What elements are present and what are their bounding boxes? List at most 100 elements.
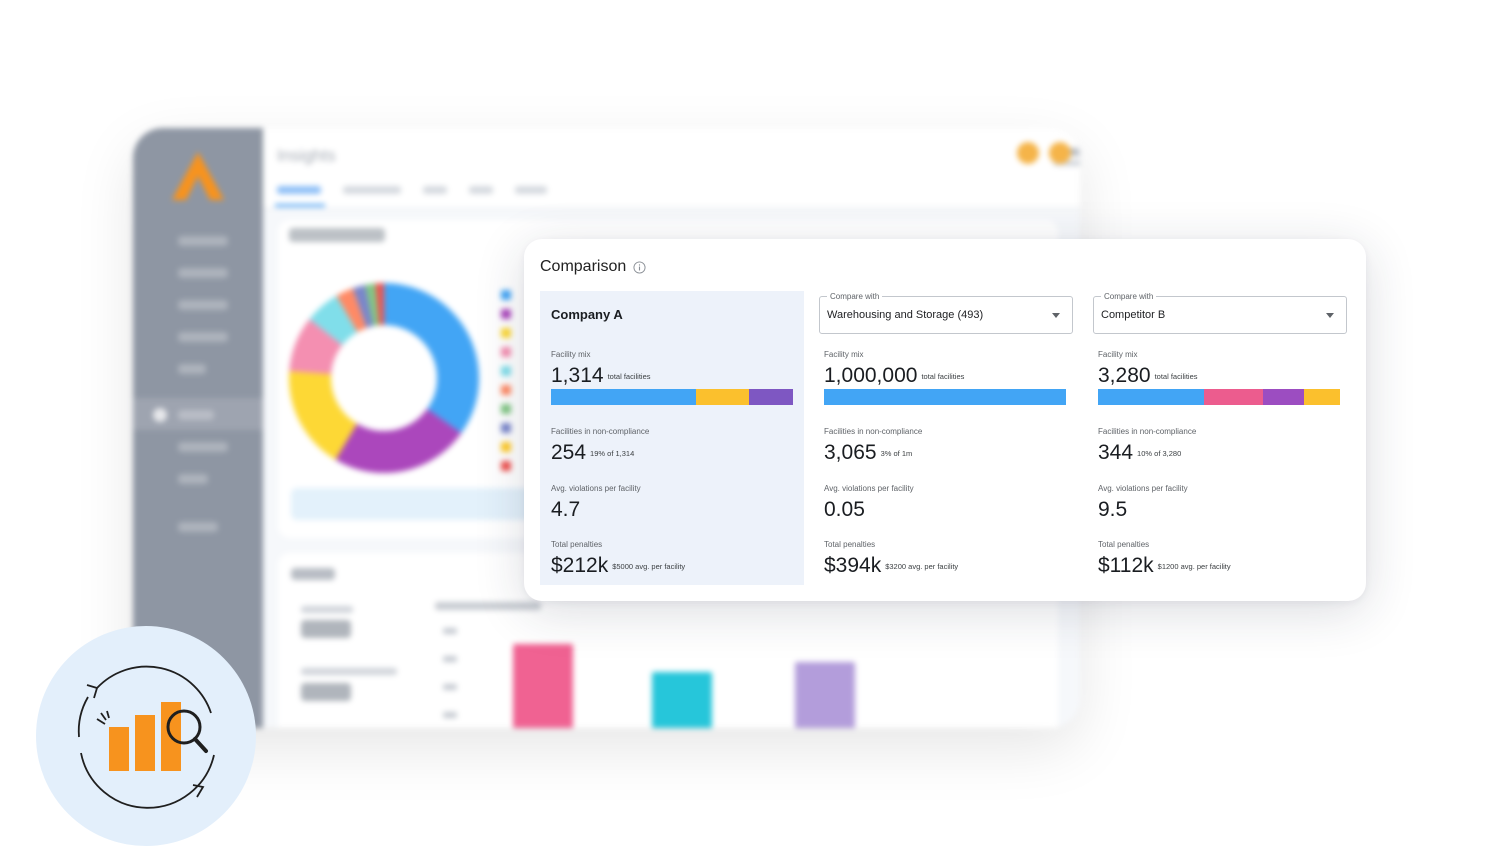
bar [652, 672, 712, 728]
facility-mix-suffix: total facilities [921, 372, 965, 381]
select-label: Compare with [827, 291, 883, 302]
tab[interactable] [469, 186, 493, 194]
violations-label: Avg. violations per facility [1098, 484, 1188, 493]
legend-swatch [501, 423, 511, 433]
noncompliance-label: Facilities in non-compliance [824, 427, 923, 436]
page-title: Insights [277, 146, 336, 165]
violations-label: Avg. violations per facility [551, 484, 641, 493]
facility-donut-chart [289, 283, 479, 473]
y-axis-label [443, 712, 457, 718]
noncompliance-value: 254 19% of 1,314 [551, 441, 635, 464]
legend-swatch [501, 385, 511, 395]
noncompliance-value: 344 10% of 3,280 [1098, 441, 1182, 464]
sidebar-item[interactable] [178, 332, 228, 342]
sidebar-item[interactable] [178, 236, 228, 246]
app-header: Insights [263, 128, 1080, 209]
info-banner [291, 488, 531, 520]
tab[interactable] [515, 186, 547, 194]
tab[interactable] [343, 186, 401, 194]
noncompliance-label: Facilities in non-compliance [551, 427, 650, 436]
violations-label: Avg. violations per facility [824, 484, 914, 493]
legend-swatch [501, 290, 511, 300]
facilities-title [289, 228, 385, 242]
facility-mix-suffix: total facilities [1154, 372, 1198, 381]
facility-mix-segment [696, 389, 750, 405]
noncompliance-label: Facilities in non-compliance [1098, 427, 1197, 436]
select-label: Compare with [1101, 291, 1157, 302]
sidebar-item[interactable] [178, 522, 218, 532]
legend-swatch [501, 309, 511, 319]
penalties-value: $112k $1200 avg. per facility [1098, 554, 1231, 577]
penalties-value: $394k $3200 avg. per facility [824, 554, 959, 577]
legend-swatch [501, 461, 511, 471]
penalties-sub: $1200 avg. per facility [1157, 562, 1231, 571]
noncompliance-sub: 10% of 3,280 [1137, 449, 1182, 458]
tab[interactable] [277, 186, 321, 194]
facility-mix-suffix: total facilities [607, 372, 651, 381]
facility-mix-bar [551, 389, 793, 405]
violations-value: 9.5 [1098, 498, 1128, 521]
dropdown-arrow-icon[interactable] [1326, 313, 1334, 318]
facility-mix-label: Facility mix [551, 350, 591, 359]
avatar[interactable] [1017, 142, 1039, 164]
y-axis-label [443, 628, 457, 634]
metric-label [301, 668, 397, 675]
violations-value: 0.05 [824, 498, 865, 521]
facility-mix-segment [1303, 389, 1340, 405]
noncompliance-sub: 3% of 1m [880, 449, 913, 458]
facility-mix-segment [551, 389, 697, 405]
violations-value: 4.7 [551, 498, 581, 521]
penalties-sub: $5000 avg. per facility [612, 562, 686, 571]
sidebar-item[interactable] [178, 268, 228, 278]
compare-column: Compare with Warehousing and Storage (49… [819, 291, 1083, 585]
facility-mix-label: Facility mix [824, 350, 864, 359]
avatar[interactable] [1049, 142, 1071, 164]
dropdown-arrow-icon[interactable] [1052, 313, 1060, 318]
bar [795, 662, 855, 728]
sidebar-item[interactable] [178, 442, 228, 452]
select-value: Competitor B [1101, 309, 1166, 321]
noncompliance-value: 3,065 3% of 1m [824, 441, 913, 464]
fines-title [291, 568, 335, 580]
sidebar-item-label [178, 410, 214, 420]
compare-column: Compare with Competitor B Facility mix 3… [1093, 291, 1357, 585]
facility-mix-value: 1,000,000 total facilities [824, 364, 965, 387]
facility-mix-segment [1098, 389, 1205, 405]
facility-mix-value: 3,280 total facilities [1098, 364, 1198, 387]
facility-mix-segment [749, 389, 793, 405]
metric-value [301, 683, 351, 701]
metric-label [301, 606, 353, 613]
app-logo-icon [172, 152, 224, 200]
info-icon[interactable] [633, 261, 646, 274]
legend-swatch [501, 328, 511, 338]
comparison-card: Comparison Company A Facility mix 1,314 t… [524, 239, 1366, 601]
facility-mix-bar [1098, 389, 1340, 405]
facility-mix-value: 1,314 total facilities [551, 364, 651, 387]
legend-swatch [501, 442, 511, 452]
facility-mix-segment [824, 389, 1066, 405]
bar [513, 644, 573, 728]
user-company [1053, 160, 1080, 166]
facility-mix-segment [1262, 389, 1304, 405]
penalties-label: Total penalties [1098, 540, 1150, 549]
penalties-sub: $3200 avg. per facility [885, 562, 959, 571]
legend-swatch [501, 366, 511, 376]
legend-swatch [501, 404, 511, 414]
penalties-label: Total penalties [824, 540, 876, 549]
tab-indicator [275, 204, 325, 207]
sidebar-active-icon [153, 408, 167, 422]
facility-mix-label: Facility mix [1098, 350, 1138, 359]
comparison-title: Comparison [540, 258, 627, 275]
facility-mix-segment [1204, 389, 1263, 405]
chart-title [435, 602, 541, 610]
sidebar-item[interactable] [178, 300, 228, 310]
select-value: Warehousing and Storage (493) [827, 309, 984, 321]
company-name: Company A [551, 307, 623, 322]
tab[interactable] [423, 186, 447, 194]
sidebar-item[interactable] [178, 474, 208, 484]
compare-with-select[interactable]: Compare with Competitor B [1093, 291, 1347, 334]
compare-with-select[interactable]: Compare with Warehousing and Storage (49… [819, 291, 1073, 334]
y-axis-label [443, 656, 457, 662]
penalties-value: $212k $5000 avg. per facility [551, 554, 686, 577]
sidebar-item[interactable] [178, 364, 206, 374]
